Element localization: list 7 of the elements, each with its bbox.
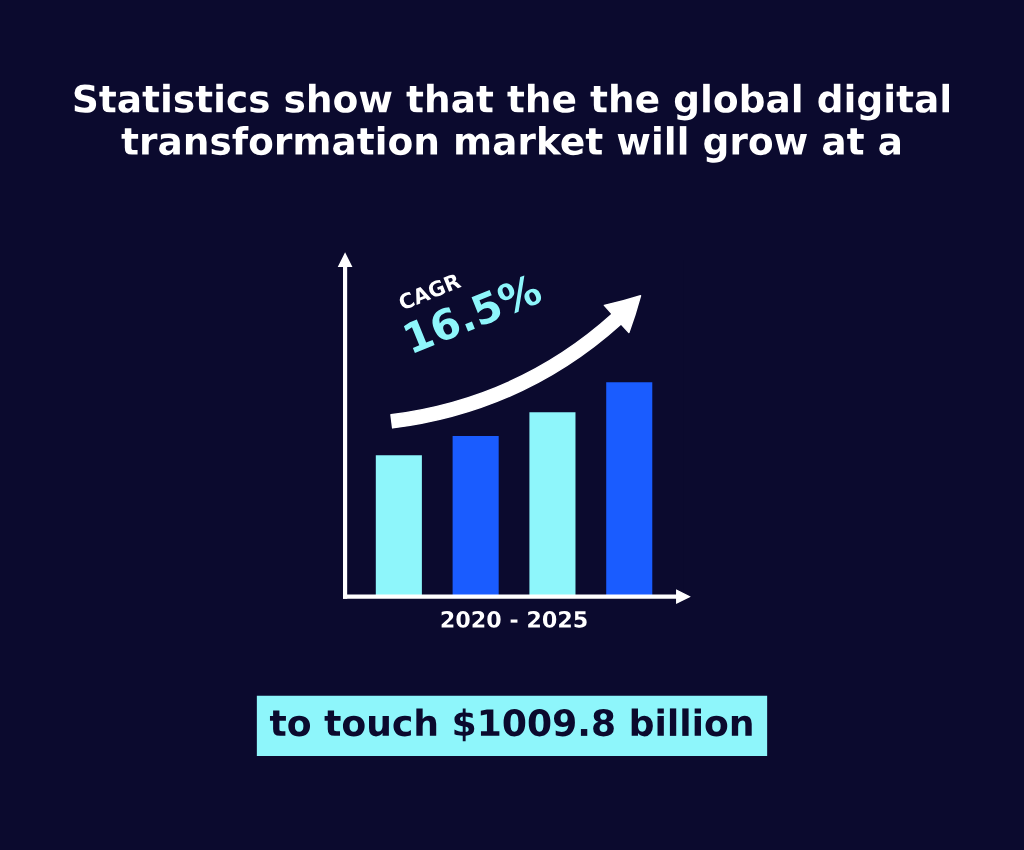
bar xyxy=(375,455,422,597)
text: to touch $1009.8 billion xyxy=(269,708,752,742)
bar xyxy=(606,382,653,597)
bar xyxy=(529,412,576,597)
bar xyxy=(452,435,499,597)
chart-title: Statistics show that the the global digital transformation market will grow at a xyxy=(74,83,950,163)
x-axis-title: 2020 - 2025 xyxy=(441,610,587,628)
